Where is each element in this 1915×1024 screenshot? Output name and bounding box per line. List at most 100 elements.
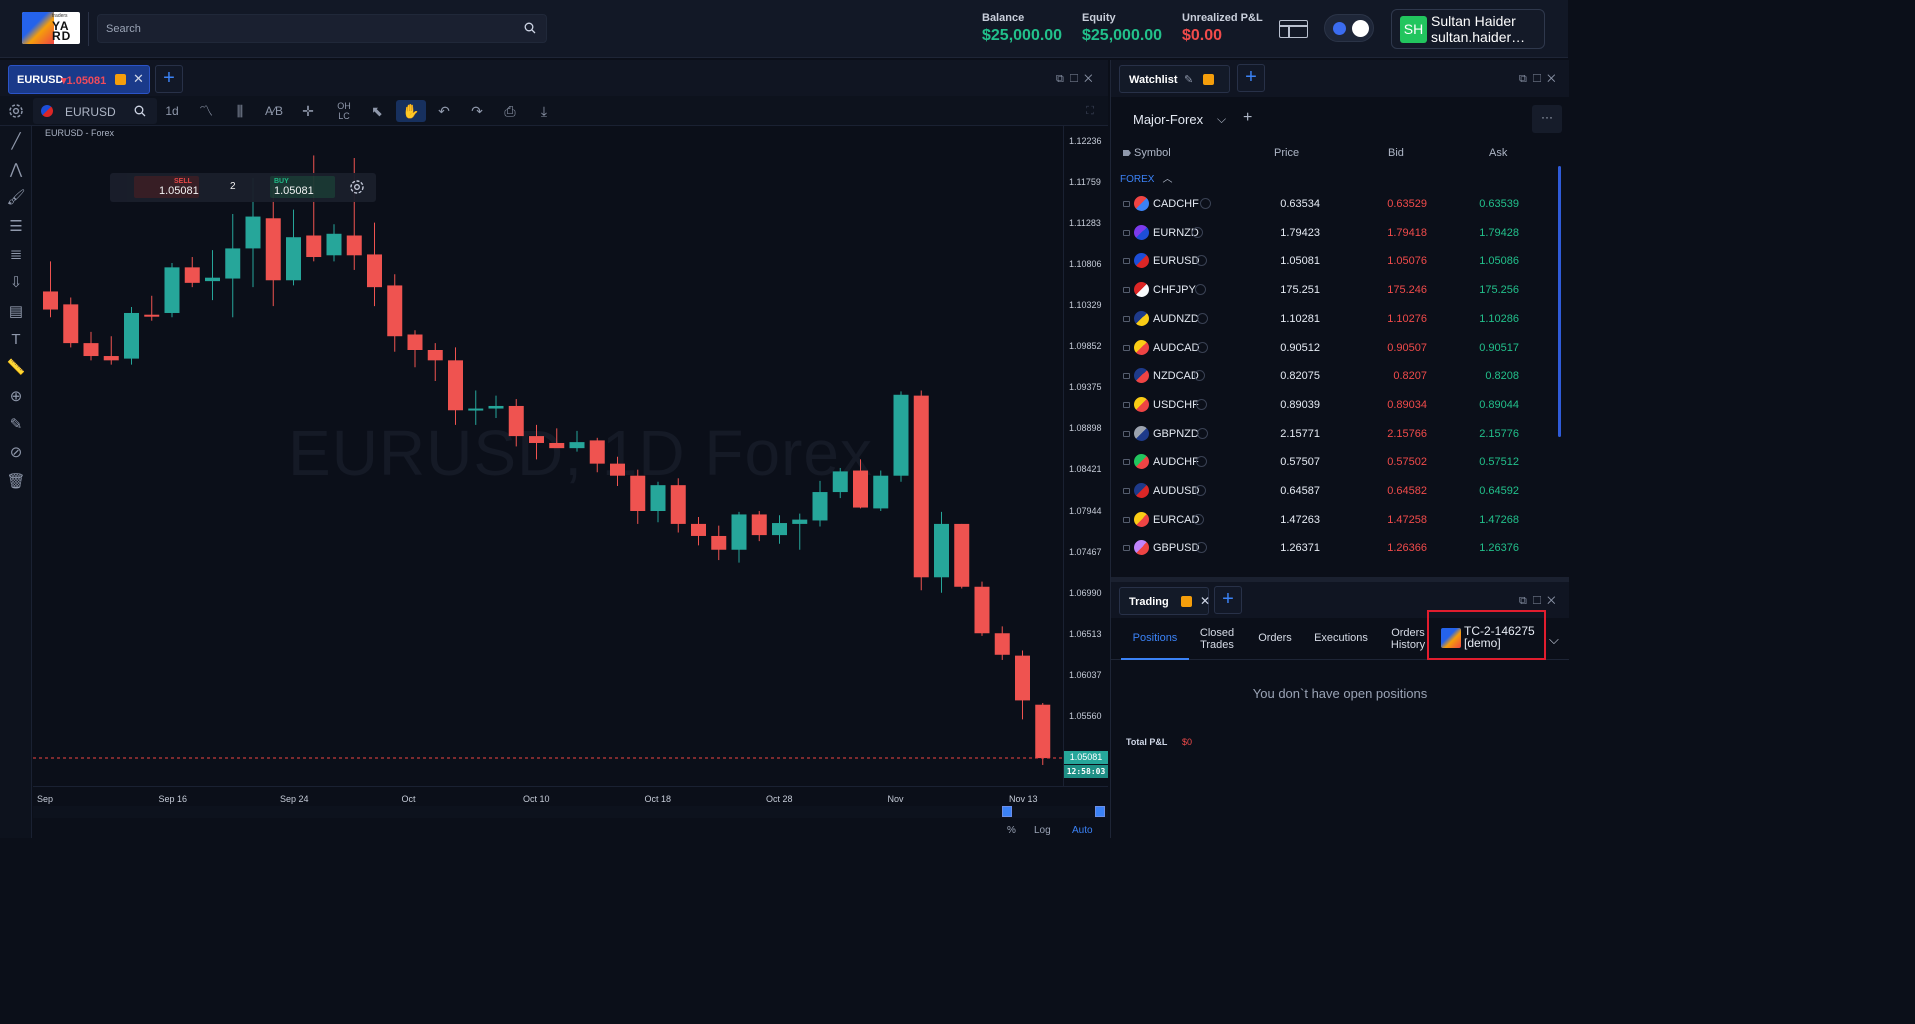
- row-ask[interactable]: 2.15776: [1479, 427, 1519, 440]
- info-circle-icon[interactable]: [1197, 312, 1208, 324]
- info-circle-icon[interactable]: [1196, 398, 1207, 410]
- column-symbol[interactable]: Symbol: [1134, 147, 1171, 159]
- add-watchlist-button[interactable]: +: [1237, 64, 1265, 92]
- candle[interactable]: [245, 216, 261, 249]
- row-marker-icon[interactable]: [1123, 430, 1130, 437]
- panel-window-controls[interactable]: ⧉☐✕: [1519, 73, 1562, 85]
- candle[interactable]: [772, 523, 787, 536]
- redo-icon[interactable]: ↷: [471, 103, 483, 119]
- candle[interactable]: [427, 350, 443, 361]
- candle[interactable]: [508, 405, 524, 437]
- candle[interactable]: [913, 395, 929, 578]
- navigator-handle-left[interactable]: [1002, 806, 1012, 817]
- row-bid[interactable]: 175.246: [1387, 284, 1427, 297]
- traders-yard-logo[interactable]: traders YARD: [22, 12, 80, 44]
- price-axis[interactable]: 1.12236 1.11759 1.11283 1.10806 1.10329 1.098…: [1063, 126, 1108, 786]
- row-bid[interactable]: 1.26366: [1387, 542, 1427, 555]
- pencil-tool-icon[interactable]: ✎: [9, 416, 23, 433]
- candle[interactable]: [387, 285, 403, 337]
- watchlist-row[interactable]: EURUSD 1.05081 1.05076 1.05086: [1111, 247, 1557, 275]
- row-ask[interactable]: 0.64592: [1479, 485, 1519, 497]
- hide-drawings-icon[interactable]: ⊘: [9, 444, 23, 461]
- projection-tool-icon[interactable]: ▤: [8, 303, 24, 320]
- candle-type-icon[interactable]: ⫼: [236, 103, 244, 119]
- candle[interactable]: [812, 492, 828, 521]
- row-ask[interactable]: 1.26376: [1479, 542, 1519, 555]
- info-circle-icon[interactable]: [1192, 226, 1203, 238]
- fullscreen-icon[interactable]: ⛶: [1086, 105, 1094, 117]
- watchlist-row[interactable]: CHFJPY 175.251 175.246 175.256: [1111, 276, 1557, 304]
- candle[interactable]: [306, 235, 322, 258]
- close-tab-icon[interactable]: ✕: [133, 71, 144, 86]
- row-ask[interactable]: 0.8208: [1485, 370, 1519, 383]
- search-input[interactable]: [106, 21, 506, 37]
- candle[interactable]: [691, 523, 706, 536]
- candle[interactable]: [610, 463, 625, 476]
- auto-scale-toggle[interactable]: Auto: [1072, 825, 1093, 836]
- candle[interactable]: [1015, 655, 1030, 701]
- row-marker-icon[interactable]: [1123, 401, 1130, 408]
- pattern-tool-icon[interactable]: ⋀: [9, 161, 23, 178]
- ohlc-icon[interactable]: OH LC: [337, 101, 351, 121]
- candle[interactable]: [468, 408, 484, 411]
- buy-button[interactable]: BUY 1.05081: [270, 176, 335, 198]
- row-ask[interactable]: 1.05086: [1479, 255, 1519, 268]
- color-tag-icon[interactable]: [115, 74, 126, 85]
- ruler-tool-icon[interactable]: 📏: [6, 359, 26, 376]
- more-options-icon[interactable]: ···: [1532, 105, 1562, 133]
- row-bid[interactable]: 0.8207: [1393, 370, 1427, 383]
- row-marker-icon[interactable]: [1123, 459, 1130, 466]
- row-ask[interactable]: 0.63539: [1479, 198, 1519, 210]
- candle[interactable]: [589, 440, 605, 464]
- row-marker-icon[interactable]: [1123, 488, 1130, 494]
- chevron-down-icon[interactable]: ⌵: [1549, 632, 1559, 647]
- candle[interactable]: [1035, 704, 1051, 759]
- candle[interactable]: [630, 475, 646, 511]
- panel-splitter[interactable]: [1111, 577, 1569, 582]
- info-circle-icon[interactable]: [1195, 284, 1206, 296]
- trade-settings-gear-icon[interactable]: [348, 178, 366, 196]
- candle[interactable]: [225, 248, 241, 279]
- row-marker-icon[interactable]: [1123, 373, 1130, 380]
- candle[interactable]: [346, 235, 362, 256]
- watchlist-scrollbar[interactable]: [1558, 166, 1561, 437]
- row-bid[interactable]: 2.15766: [1387, 427, 1427, 440]
- add-trading-tab-button[interactable]: +: [1214, 586, 1242, 614]
- candle[interactable]: [184, 267, 200, 283]
- candle[interactable]: [265, 218, 281, 281]
- candle[interactable]: [569, 442, 585, 449]
- download-icon[interactable]: ⤓: [540, 103, 548, 119]
- row-marker-icon[interactable]: [1123, 229, 1130, 236]
- watchlist-row[interactable]: AUDCAD 0.90512 0.90507 0.90517: [1111, 334, 1557, 362]
- info-circle-icon[interactable]: [1200, 198, 1211, 209]
- edit-icon[interactable]: ✎: [1184, 74, 1194, 86]
- tab-closed-trades[interactable]: Closed Trades: [1199, 627, 1235, 651]
- compare-icon[interactable]: A⁄B: [264, 104, 283, 118]
- info-circle-icon[interactable]: [1197, 427, 1208, 439]
- candle[interactable]: [407, 334, 423, 351]
- info-circle-icon[interactable]: [1196, 542, 1207, 554]
- info-circle-icon[interactable]: [1197, 341, 1208, 353]
- row-marker-icon[interactable]: [1123, 344, 1130, 351]
- tab-watchlist[interactable]: Watchlist ✎: [1119, 65, 1230, 93]
- info-circle-icon[interactable]: [1196, 255, 1207, 267]
- candle[interactable]: [832, 471, 848, 493]
- row-ask[interactable]: 1.47268: [1479, 513, 1519, 526]
- account-selector[interactable]: TC-2-146275 [demo]: [1427, 610, 1546, 660]
- brush-tool-icon[interactable]: 🖌: [6, 189, 26, 206]
- candle[interactable]: [893, 394, 909, 476]
- row-marker-icon[interactable]: [1123, 315, 1130, 322]
- candle[interactable]: [103, 356, 119, 361]
- layout-icon[interactable]: [1279, 20, 1308, 38]
- theme-toggle[interactable]: [1324, 14, 1374, 42]
- watchlist-row[interactable]: NZDCAD 0.82075 0.8207 0.8208: [1111, 362, 1557, 390]
- add-chart-tab-button[interactable]: +: [155, 65, 183, 93]
- candle[interactable]: [792, 519, 808, 524]
- text-tool-icon[interactable]: T: [11, 331, 21, 348]
- line-tool-icon[interactable]: ╱: [11, 133, 21, 150]
- row-marker-icon[interactable]: [1123, 545, 1130, 552]
- color-tag-icon[interactable]: [1203, 74, 1214, 85]
- candle[interactable]: [711, 535, 727, 550]
- tab-orders-history[interactable]: Orders History: [1390, 627, 1426, 651]
- row-bid[interactable]: 1.47258: [1387, 513, 1427, 526]
